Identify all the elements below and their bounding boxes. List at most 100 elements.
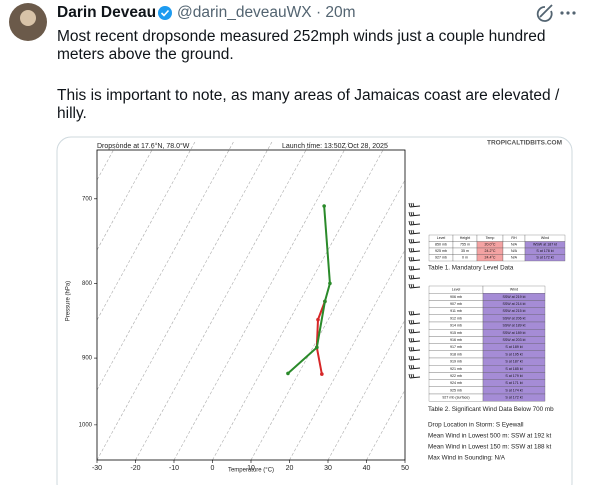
wind-barb <box>408 247 421 253</box>
isotherm <box>97 142 234 460</box>
isotherm <box>250 142 405 460</box>
plot <box>97 142 405 460</box>
isotherm <box>212 142 388 460</box>
table-text: Wind <box>510 288 518 292</box>
table-text: 911 mb <box>450 309 462 313</box>
x-tick-label: 0 <box>211 465 215 472</box>
profile-point <box>316 317 320 322</box>
table-text: S at 174 kt <box>505 388 522 392</box>
wind-barb <box>408 373 421 379</box>
table-text: S at 178 kt <box>536 249 553 253</box>
table-caption: Table 2. Significant Wind Data Below 700… <box>428 406 554 413</box>
x-tick-label: 10 <box>247 465 255 472</box>
table-text: N/A <box>511 243 518 247</box>
isotherm <box>97 142 157 460</box>
wind-barb <box>408 364 421 370</box>
wind-barb <box>408 283 421 289</box>
table-text: S at 172 kt <box>505 396 522 400</box>
post-line: hilly. <box>57 105 87 122</box>
y-tick-label: 800 <box>82 281 93 287</box>
table-text: Temp <box>486 236 495 240</box>
wind-barb <box>408 310 421 316</box>
table-text: 914 mb <box>450 324 462 328</box>
y-tick-label: 700 <box>82 196 93 202</box>
table-text: S at 195 kt <box>505 352 522 356</box>
summary-line: Drop Location in Storm: S Eyewall <box>428 422 524 429</box>
table-text: 924 mb <box>450 381 462 385</box>
x-tick-label: -10 <box>169 465 179 472</box>
table-text: 921 mb <box>450 367 462 371</box>
profile-point <box>322 204 326 208</box>
table-text: 927 mb <box>435 256 447 260</box>
profile-point <box>328 281 332 286</box>
table-text: N/A <box>511 256 518 260</box>
table-text: WSW at 187 kt <box>533 243 557 247</box>
post-text: Most recent dropsonde measured 252mph wi… <box>57 28 560 122</box>
wind-barb <box>408 202 421 208</box>
table-text: 24.4°C <box>484 256 495 260</box>
table-text: RH <box>511 236 517 240</box>
source-label: TROPICALTIDBITS.COM <box>487 140 562 147</box>
wind-barb <box>408 274 421 280</box>
table-text: 0 m <box>462 256 468 260</box>
table-text: S at 185 kt <box>505 367 522 371</box>
isotherm <box>327 142 405 460</box>
wind-barb <box>408 238 421 244</box>
summary-line: Max Wind in Sounding: N/A <box>428 455 506 462</box>
x-tick-label: -20 <box>130 465 140 472</box>
profile-line <box>315 301 326 375</box>
summary-line: Mean Wind in Lowest 150 m: SSW at 188 kt <box>428 444 551 451</box>
grok-icon[interactable] <box>536 4 553 22</box>
table-caption: Table 1. Mandatory Level Data <box>428 265 514 272</box>
wind-barb <box>408 346 421 352</box>
post-line: meters above the ground. <box>57 46 234 63</box>
table-text: 927 mb (surface) <box>442 396 469 400</box>
isotherm <box>97 142 196 460</box>
media-border <box>56 136 573 485</box>
table-text: S at 189 kt <box>505 345 522 349</box>
author-name[interactable]: Darin Deveau <box>57 4 156 21</box>
x-tick-label: -30 <box>92 465 102 472</box>
table-cell <box>482 393 546 402</box>
x-tick-label: 40 <box>363 465 371 472</box>
x-tick-label: 50 <box>401 465 409 472</box>
table-text: S at 179 kt <box>505 374 522 378</box>
x-tick-label: 20 <box>286 465 294 472</box>
table-text: 912 mb <box>450 316 462 320</box>
table-text: S at 172 kt <box>536 256 553 260</box>
table-text: 925 mb <box>450 388 462 392</box>
table-text: 916 mb <box>450 338 462 342</box>
x-axis-label: Temperature (°C) <box>228 468 274 474</box>
table-text: 915 mb <box>450 331 462 335</box>
wind-barb <box>408 220 421 226</box>
wind-barb <box>408 211 421 217</box>
y-tick-label: 1000 <box>79 422 93 428</box>
table-text: S at 187 kt <box>505 360 522 364</box>
more-icon[interactable] <box>560 11 576 15</box>
profile-point <box>320 372 324 376</box>
table-text: 907 mb <box>450 302 462 306</box>
table-text: 755 m <box>460 243 470 247</box>
table-text: 919 mb <box>450 360 462 364</box>
chart-subtitle: Launch time: 13:50Z Oct 28, 2025 <box>282 143 388 150</box>
table-text: S at 171 kt <box>505 381 522 385</box>
table-text: Level <box>452 288 461 292</box>
y-tick-label: 900 <box>82 356 93 362</box>
isotherm <box>173 142 350 460</box>
verified-check <box>160 9 170 17</box>
table-text: SSW at 206 kt <box>503 316 526 320</box>
profile-point <box>315 345 319 350</box>
table-text: 850 mb <box>435 243 447 247</box>
table-text: SSW at 215 kt <box>503 309 526 313</box>
table-text: 906 mb <box>450 295 462 299</box>
table-text: Wind <box>541 236 549 240</box>
table-text: SSW at 189 kt <box>503 324 526 328</box>
wind-barb <box>408 256 421 262</box>
wind-barb <box>408 265 421 271</box>
author-meta[interactable]: @darin_deveauWX · 20m <box>177 4 356 21</box>
media[interactable]: Dropsonde at 17.6°N, 78.0°W Launch time: … <box>0 137 580 485</box>
isotherm <box>135 142 311 460</box>
verified-badge <box>158 6 172 20</box>
table-text: SSW at 189 kt <box>503 331 526 335</box>
